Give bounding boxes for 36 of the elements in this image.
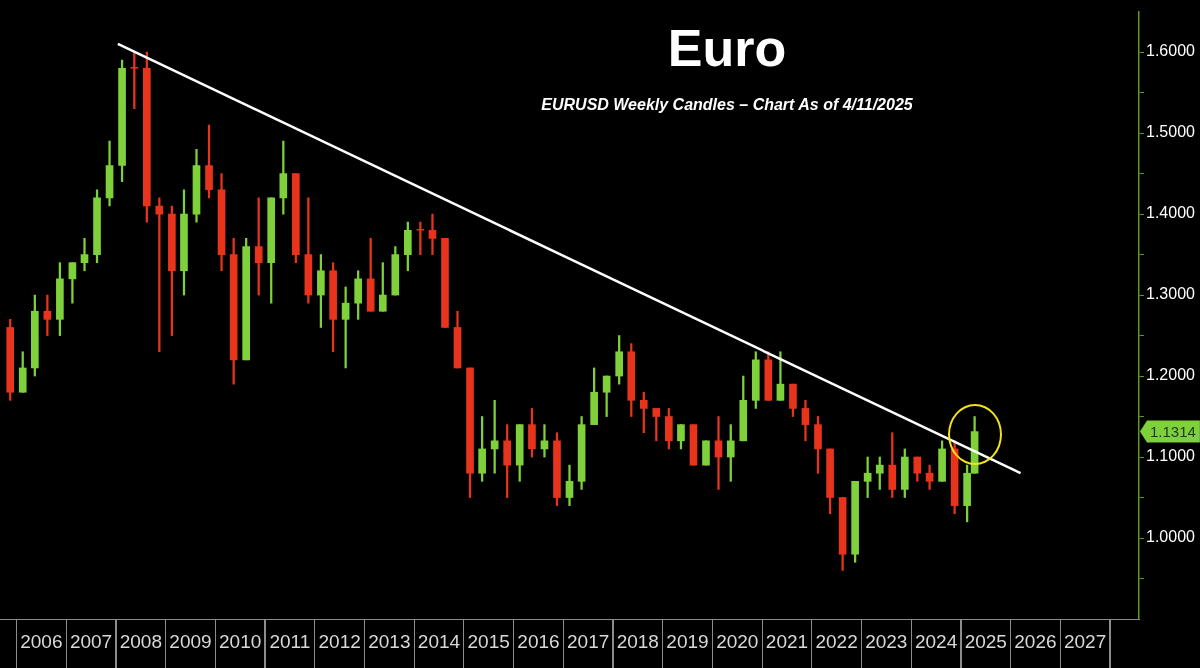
x-tick-label: 2025 xyxy=(964,630,1007,652)
text: 1.1314 xyxy=(1150,422,1196,440)
candlestick xyxy=(714,416,723,490)
x-tick-label: 2015 xyxy=(467,630,510,652)
x-tick-label: 2021 xyxy=(765,630,809,652)
x-tick-label: 2007 xyxy=(69,630,113,652)
x-tick-label: 2017 xyxy=(567,630,610,652)
candlestick xyxy=(540,424,549,458)
text: EURUSD Weekly Candles – Chart As of 4/11/2025 xyxy=(540,96,914,114)
y-tick-label: 1.4000 xyxy=(1146,204,1196,222)
x-tick-label: 2022 xyxy=(815,630,858,652)
x-tick-label: 2023 xyxy=(865,630,908,652)
x-tick-label: 2020 xyxy=(716,630,759,652)
x-tick-label: 2010 xyxy=(219,630,262,652)
x-tick-label: 2019 xyxy=(666,630,709,652)
y-tick-label: 1.5000 xyxy=(1146,123,1196,141)
y-tick-label: 1.6000 xyxy=(1146,42,1196,60)
x-tick-label: 2016 xyxy=(517,630,560,652)
y-tick-label: 1.0000 xyxy=(1146,528,1196,546)
x-tick-label: 2013 xyxy=(368,630,411,652)
chart-title: Euro xyxy=(666,18,788,78)
y-tick-label: 1.3000 xyxy=(1146,285,1196,303)
x-tick-label: 2008 xyxy=(119,630,162,652)
x-tick-label: 2018 xyxy=(616,630,659,652)
x-tick-label: 2024 xyxy=(914,630,958,652)
x-tick-label: 2011 xyxy=(269,630,311,652)
candlestick xyxy=(428,213,437,255)
x-tick-label: 2027 xyxy=(1063,630,1107,652)
x-tick-label: 2014 xyxy=(417,630,461,652)
y-tick-label: 1.1000 xyxy=(1146,447,1196,465)
x-tick-label: 2006 xyxy=(20,630,63,652)
y-tick-label: 1.2000 xyxy=(1146,366,1196,384)
x-tick-label: 2009 xyxy=(169,630,212,652)
x-tick-label: 2012 xyxy=(318,630,361,652)
candlestick xyxy=(80,238,89,272)
x-tick-label: 2026 xyxy=(1014,630,1057,652)
